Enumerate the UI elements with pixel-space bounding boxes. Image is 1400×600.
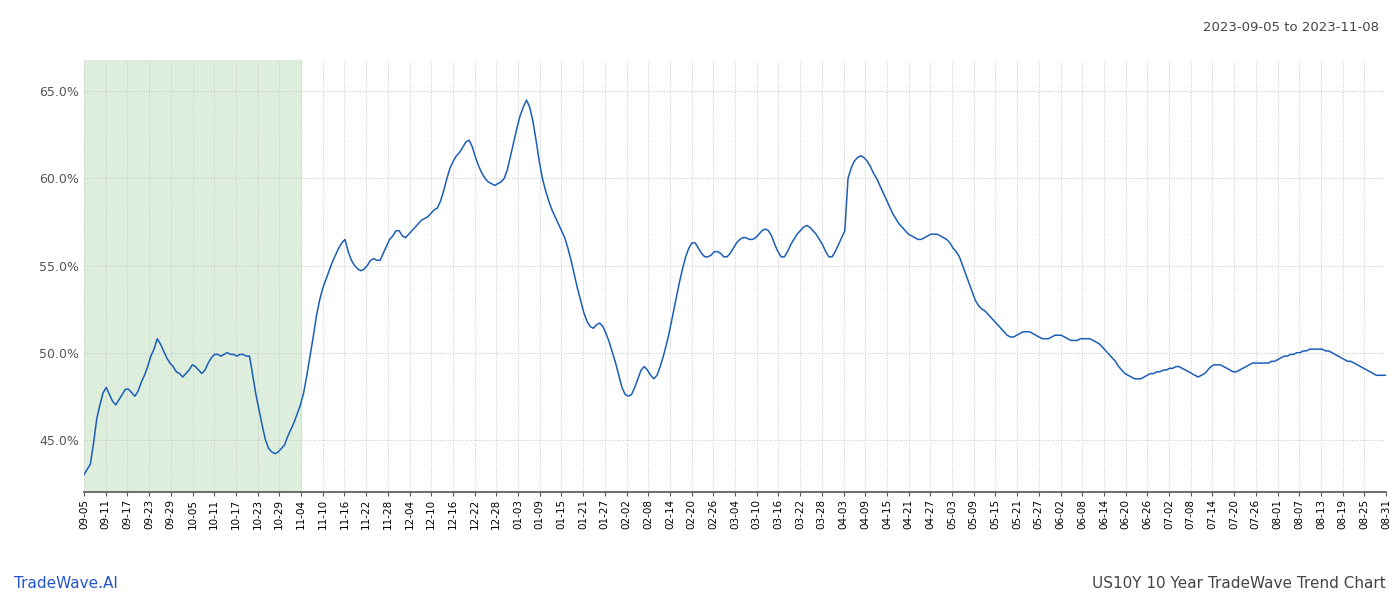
Text: 2023-09-05 to 2023-11-08: 2023-09-05 to 2023-11-08	[1203, 21, 1379, 34]
Bar	[84, 60, 301, 492]
Text: US10Y 10 Year TradeWave Trend Chart: US10Y 10 Year TradeWave Trend Chart	[1092, 576, 1386, 591]
Text: TradeWave.AI: TradeWave.AI	[14, 576, 118, 591]
